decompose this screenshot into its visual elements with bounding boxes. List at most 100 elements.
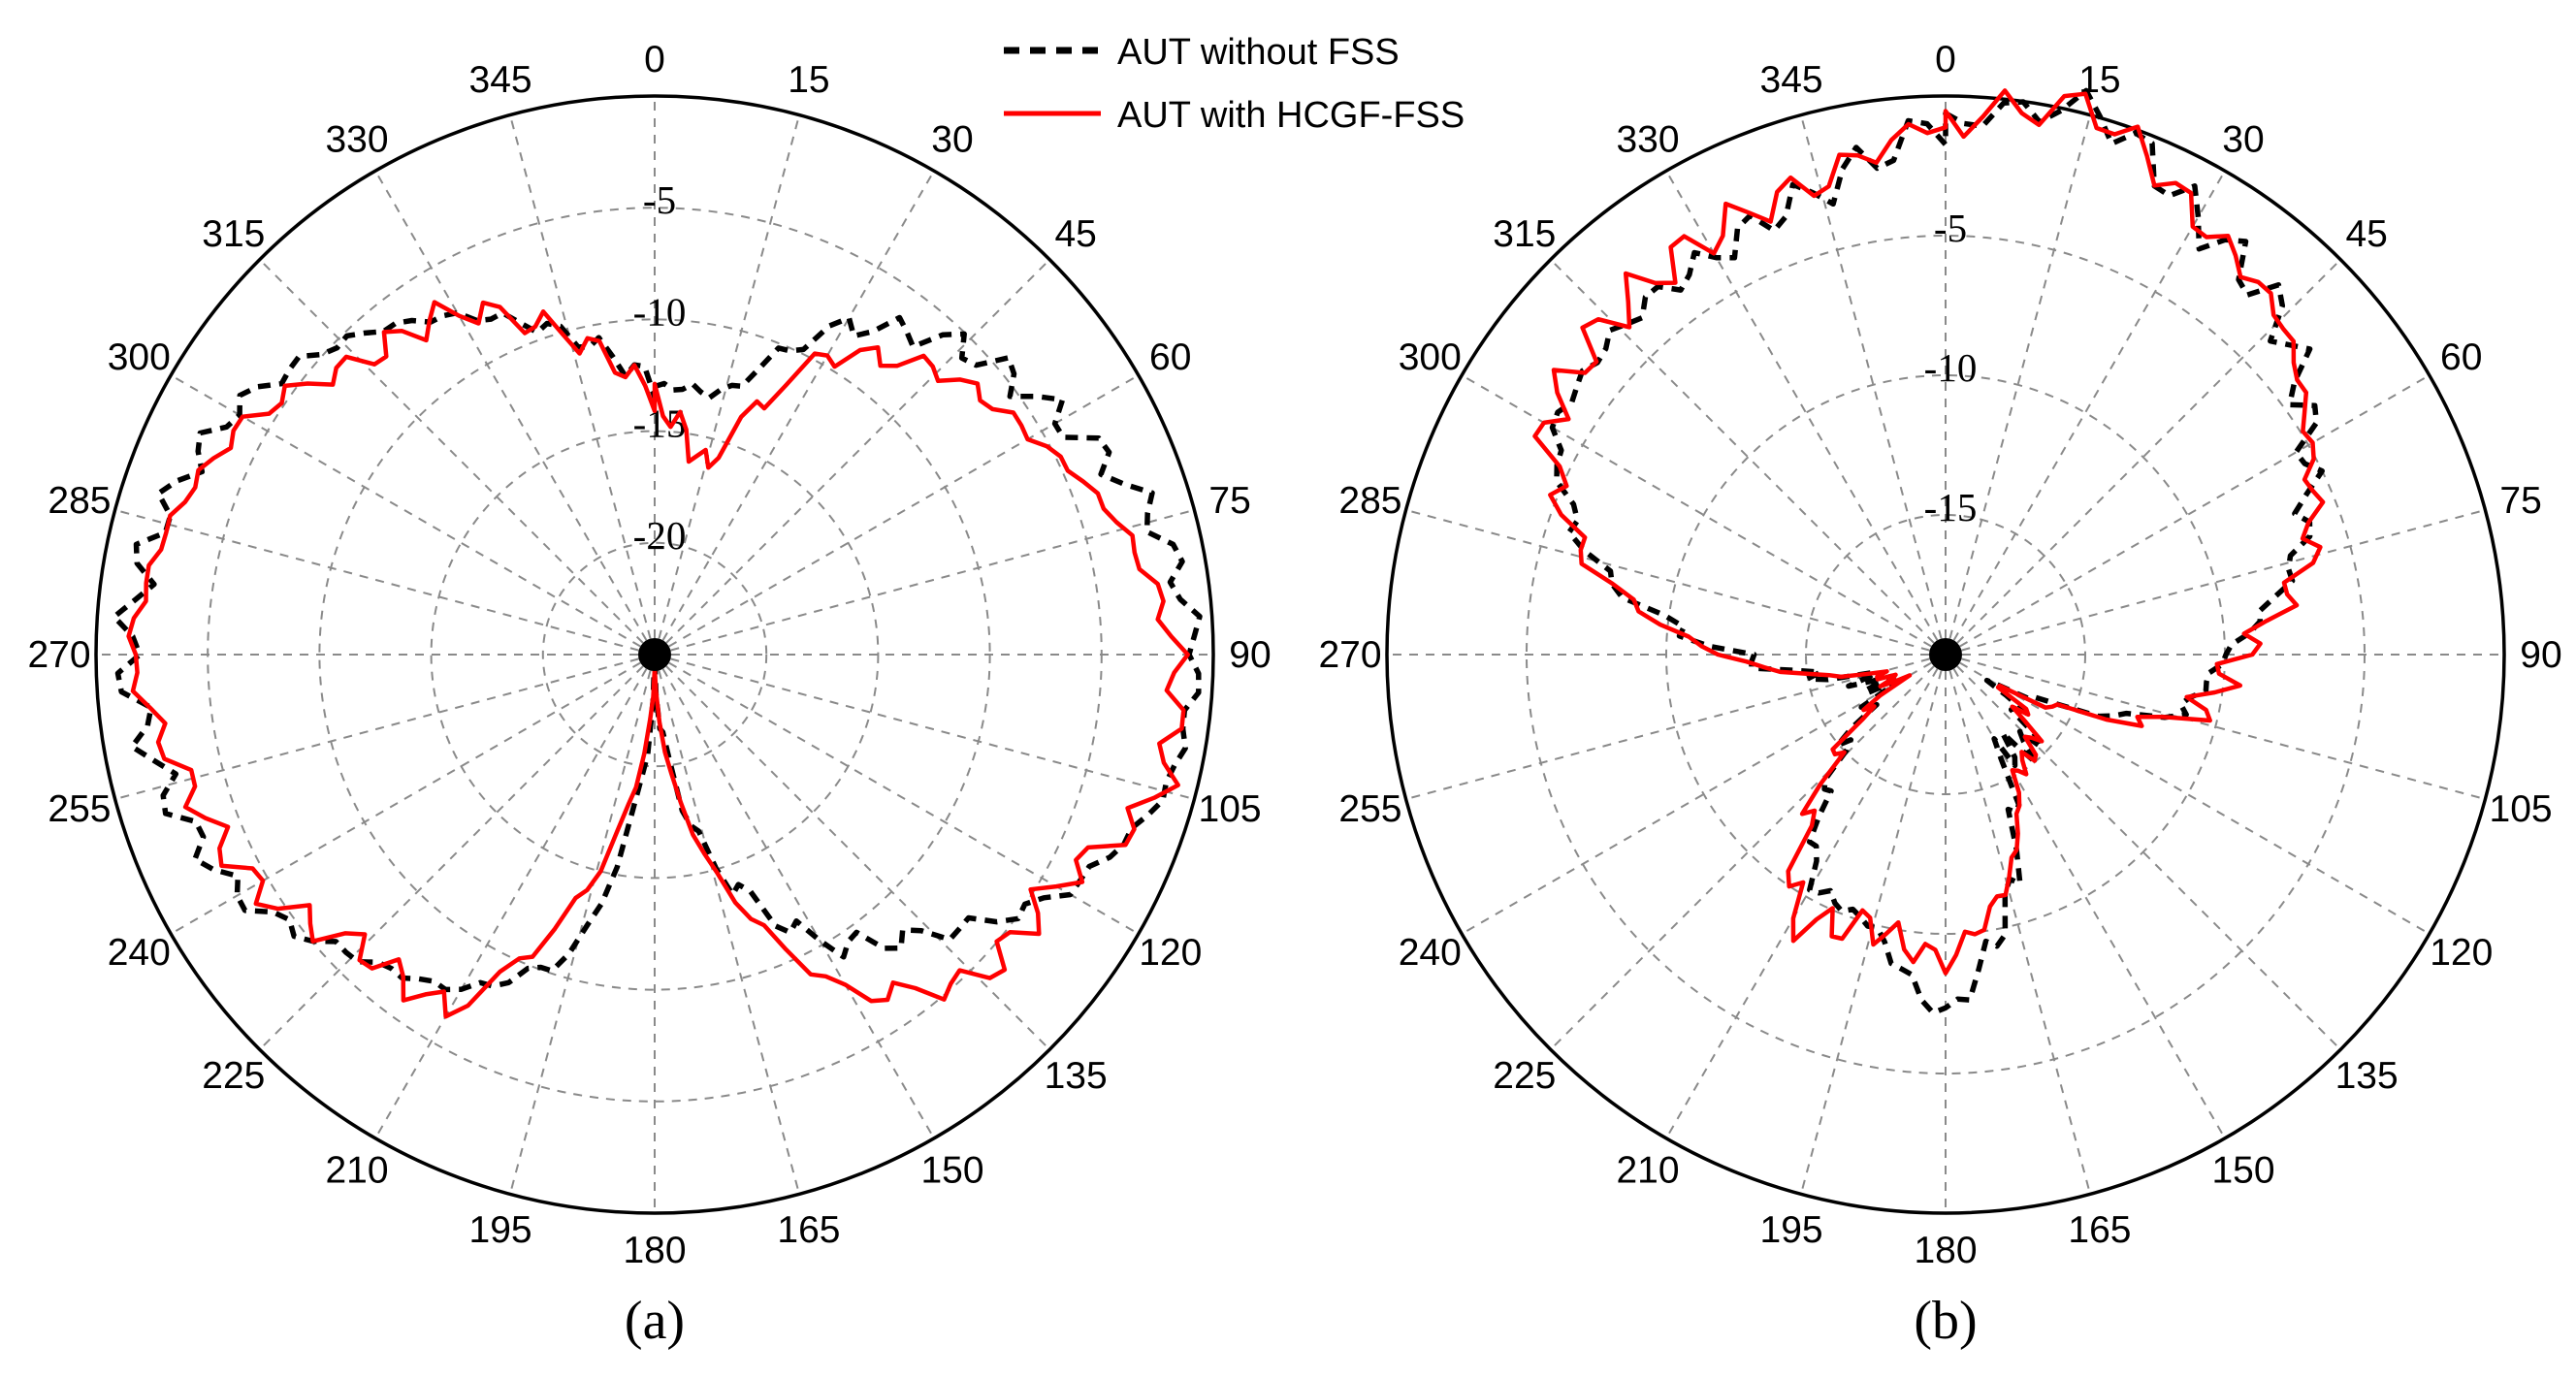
legend-item-with-hcgf-fss: AUT with HCGF-FSS — [1004, 95, 1465, 136]
radial-gridline — [654, 114, 801, 656]
series-line-with-hcgf-fss — [1532, 88, 2326, 976]
radial-gridline — [1945, 654, 2226, 1139]
angle-tick-label: 345 — [1760, 59, 1823, 101]
radial-tick-label: -10 — [633, 289, 687, 334]
radial-gridline — [1945, 170, 2226, 656]
series-line-without-fss — [1549, 87, 2325, 1016]
angle-tick-label: 330 — [325, 118, 388, 160]
radial-gridline — [1945, 654, 2431, 935]
legend: AUT without FSS AUT with HCGF-FSS — [1004, 32, 1465, 136]
radial-gridline — [1461, 654, 1947, 935]
radial-gridline — [1945, 114, 2092, 656]
angle-tick-label: 150 — [2211, 1150, 2274, 1192]
angle-tick-label: 300 — [1399, 336, 1462, 378]
angle-tick-label: 315 — [1493, 213, 1556, 255]
radial-gridline — [508, 114, 656, 656]
radial-gridline — [1945, 654, 2092, 1195]
angle-tick-label: 285 — [1338, 480, 1401, 522]
angle-tick-label: 75 — [1208, 480, 1250, 522]
radial-gridline — [258, 258, 656, 656]
panel-label: (a) — [625, 1291, 685, 1351]
angle-tick-label: 285 — [48, 480, 111, 522]
angle-tick-label: 135 — [1045, 1055, 1108, 1097]
angle-tick-label: 270 — [1318, 634, 1381, 676]
grid-circle — [541, 541, 768, 768]
grid-circle — [430, 430, 880, 880]
radial-gridline — [654, 654, 935, 1139]
angle-tick-label: 330 — [1616, 118, 1679, 160]
radial-gridline — [170, 374, 656, 656]
angle-tick-label: 60 — [1149, 336, 1191, 378]
outer-ring — [1385, 94, 2506, 1215]
angle-tick-label: 240 — [1399, 932, 1462, 974]
radial-gridline — [654, 654, 1051, 1051]
angle-tick-label: 210 — [1616, 1150, 1679, 1192]
angle-tick-label: 255 — [1338, 788, 1401, 830]
angle-tick-label: 240 — [108, 932, 171, 974]
radial-gridline — [508, 654, 656, 1195]
radial-gridline — [654, 654, 801, 1195]
angle-tick-label: 30 — [2222, 118, 2264, 160]
legend-label-with-hcgf-fss: AUT with HCGF-FSS — [1117, 95, 1465, 136]
legend-item-without-fss: AUT without FSS — [1004, 32, 1400, 73]
angle-tick-label: 120 — [2430, 932, 2493, 974]
radial-tick-label: -20 — [633, 513, 687, 558]
radial-gridline — [1405, 508, 1947, 656]
radial-gridline — [1665, 170, 1947, 656]
polar-chart-b: 0 153045607590105120135150165180195210225… — [1318, 39, 2561, 1351]
radial-tick-label: -5 — [1934, 206, 1967, 250]
angle-tick-label: 165 — [777, 1209, 840, 1251]
center-hub — [638, 638, 671, 671]
grid-circle — [318, 318, 991, 991]
angle-tick-label: 60 — [2440, 336, 2482, 378]
radial-gridline — [1665, 654, 1947, 1139]
panel-label: (b) — [1914, 1291, 1977, 1351]
radial-gridline — [654, 374, 1140, 656]
radial-gridline — [1945, 654, 2342, 1051]
radial-gridline — [114, 654, 656, 801]
angle-tick-label: 210 — [325, 1150, 388, 1192]
angle-tick-label: 120 — [1139, 932, 1202, 974]
grid-circle — [1526, 235, 2366, 1074]
radial-gridline — [170, 654, 656, 935]
angle-tick-label: 195 — [469, 1209, 532, 1251]
angle-tick-label: 135 — [2335, 1055, 2399, 1097]
angle-tick-label: 105 — [2490, 788, 2553, 830]
radial-gridline — [654, 258, 1051, 656]
angle-tick-label: 0 — [644, 39, 665, 80]
angle-tick-label: 0 — [1935, 39, 1956, 80]
radial-gridline — [654, 170, 935, 656]
angle-tick-label: 300 — [108, 336, 171, 378]
grid-circle — [207, 207, 1103, 1103]
radial-gridline — [654, 508, 1195, 656]
radial-gridline — [1945, 654, 2486, 801]
angle-tick-label: 195 — [1760, 1209, 1823, 1251]
angle-tick-label: 255 — [48, 788, 111, 830]
radial-gridline — [1799, 114, 1947, 656]
radial-gridline — [1945, 374, 2431, 656]
radial-gridline — [1945, 508, 2486, 656]
radial-tick-label: -15 — [1924, 485, 1978, 529]
angle-tick-label: 180 — [1914, 1230, 1977, 1271]
series-line-with-hcgf-fss — [126, 300, 1190, 1019]
radial-gridline — [258, 654, 656, 1051]
angle-tick-label: 75 — [2499, 480, 2541, 522]
angle-tick-label: 180 — [623, 1230, 686, 1271]
angle-tick-label: 165 — [2068, 1209, 2131, 1251]
radial-gridline — [374, 170, 656, 656]
legend-label-without-fss: AUT without FSS — [1117, 32, 1400, 73]
radial-gridline — [114, 508, 656, 656]
radial-gridline — [1549, 654, 1947, 1051]
grid-circle — [1805, 514, 2086, 795]
radial-gridline — [374, 654, 656, 1139]
angle-tick-label: 270 — [27, 634, 90, 676]
angle-tick-label: 345 — [469, 59, 532, 101]
angle-tick-label: 315 — [202, 213, 265, 255]
angle-tick-label: 90 — [2520, 634, 2561, 676]
angle-tick-label: 45 — [2345, 213, 2387, 255]
radial-gridline — [1799, 654, 1947, 1195]
angle-tick-label: 45 — [1054, 213, 1096, 255]
center-hub — [1929, 638, 1962, 671]
radial-tick-label: -10 — [1924, 345, 1978, 390]
